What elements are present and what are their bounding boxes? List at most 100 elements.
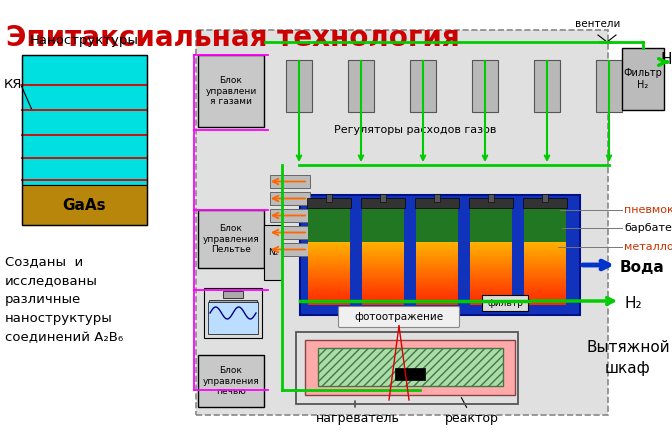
Bar: [362, 255, 404, 257]
Bar: [416, 262, 458, 264]
Bar: [308, 243, 350, 244]
Bar: [308, 268, 350, 270]
Bar: [362, 279, 404, 281]
Bar: [362, 280, 404, 282]
Bar: [470, 300, 512, 302]
Bar: [362, 299, 404, 300]
Bar: [308, 252, 350, 254]
Bar: [416, 283, 458, 284]
Bar: [470, 299, 512, 300]
Bar: [534, 60, 560, 112]
Bar: [416, 304, 458, 305]
Bar: [308, 272, 350, 274]
Bar: [470, 273, 512, 275]
Bar: [308, 292, 350, 293]
Bar: [470, 292, 512, 293]
Bar: [416, 278, 458, 279]
Bar: [362, 271, 404, 272]
Bar: [416, 296, 458, 297]
Bar: [524, 247, 566, 248]
Bar: [524, 261, 566, 262]
Bar: [296, 332, 518, 404]
Bar: [270, 226, 310, 239]
Bar: [416, 303, 458, 304]
Bar: [416, 292, 458, 293]
Bar: [308, 258, 350, 260]
Text: КЯ: КЯ: [4, 78, 22, 92]
Bar: [416, 301, 458, 303]
Bar: [488, 194, 494, 202]
Bar: [470, 261, 512, 263]
Bar: [416, 287, 458, 289]
Bar: [524, 271, 566, 272]
Bar: [416, 251, 458, 252]
Bar: [470, 248, 512, 250]
Text: реактор: реактор: [445, 412, 499, 425]
Bar: [524, 244, 566, 246]
Bar: [308, 278, 350, 279]
Bar: [416, 248, 458, 250]
Bar: [308, 261, 350, 263]
Bar: [308, 273, 350, 275]
Bar: [362, 273, 404, 275]
Bar: [308, 286, 350, 287]
Bar: [524, 283, 566, 285]
Bar: [470, 244, 512, 246]
Bar: [362, 301, 404, 303]
Bar: [308, 283, 350, 285]
Bar: [470, 272, 512, 273]
Bar: [524, 251, 566, 253]
Bar: [416, 255, 458, 257]
Bar: [524, 278, 566, 279]
Bar: [362, 244, 404, 246]
Bar: [524, 254, 566, 255]
Bar: [416, 246, 458, 247]
Bar: [362, 279, 404, 280]
Bar: [308, 247, 350, 249]
Bar: [308, 289, 350, 290]
Bar: [308, 269, 350, 271]
Bar: [362, 247, 404, 248]
Bar: [308, 251, 350, 253]
Bar: [198, 355, 264, 407]
Bar: [524, 304, 566, 305]
Bar: [416, 268, 458, 270]
Bar: [416, 250, 458, 251]
Bar: [482, 295, 528, 311]
Bar: [524, 244, 566, 245]
Bar: [308, 285, 350, 286]
Bar: [470, 272, 512, 274]
Bar: [362, 251, 404, 252]
Bar: [470, 251, 512, 252]
Bar: [524, 254, 566, 256]
Text: Блок
управления
Пельтье: Блок управления Пельтье: [203, 224, 259, 254]
Bar: [524, 293, 566, 295]
Bar: [524, 276, 566, 278]
Text: Фильтр
Н₂: Фильтр Н₂: [624, 68, 663, 90]
Bar: [416, 266, 458, 268]
Bar: [22, 55, 147, 225]
Bar: [362, 297, 404, 299]
Bar: [470, 286, 512, 287]
Bar: [308, 303, 350, 304]
Bar: [524, 258, 566, 260]
Bar: [524, 243, 566, 244]
Bar: [470, 304, 512, 305]
Bar: [524, 265, 566, 266]
Bar: [223, 291, 243, 298]
Bar: [470, 283, 512, 285]
Bar: [416, 276, 458, 277]
Text: Созданы  и
исследованы
различные
наноструктуры
соединений A₂B₆: Созданы и исследованы различные наностру…: [5, 255, 123, 344]
Bar: [416, 258, 458, 259]
Bar: [524, 279, 566, 280]
Bar: [362, 272, 404, 274]
Bar: [470, 251, 512, 253]
Bar: [362, 254, 404, 255]
Bar: [286, 60, 312, 112]
Bar: [308, 258, 350, 259]
Bar: [470, 289, 512, 290]
Bar: [416, 259, 458, 261]
Bar: [470, 297, 512, 299]
Bar: [416, 258, 458, 260]
Bar: [470, 200, 512, 242]
